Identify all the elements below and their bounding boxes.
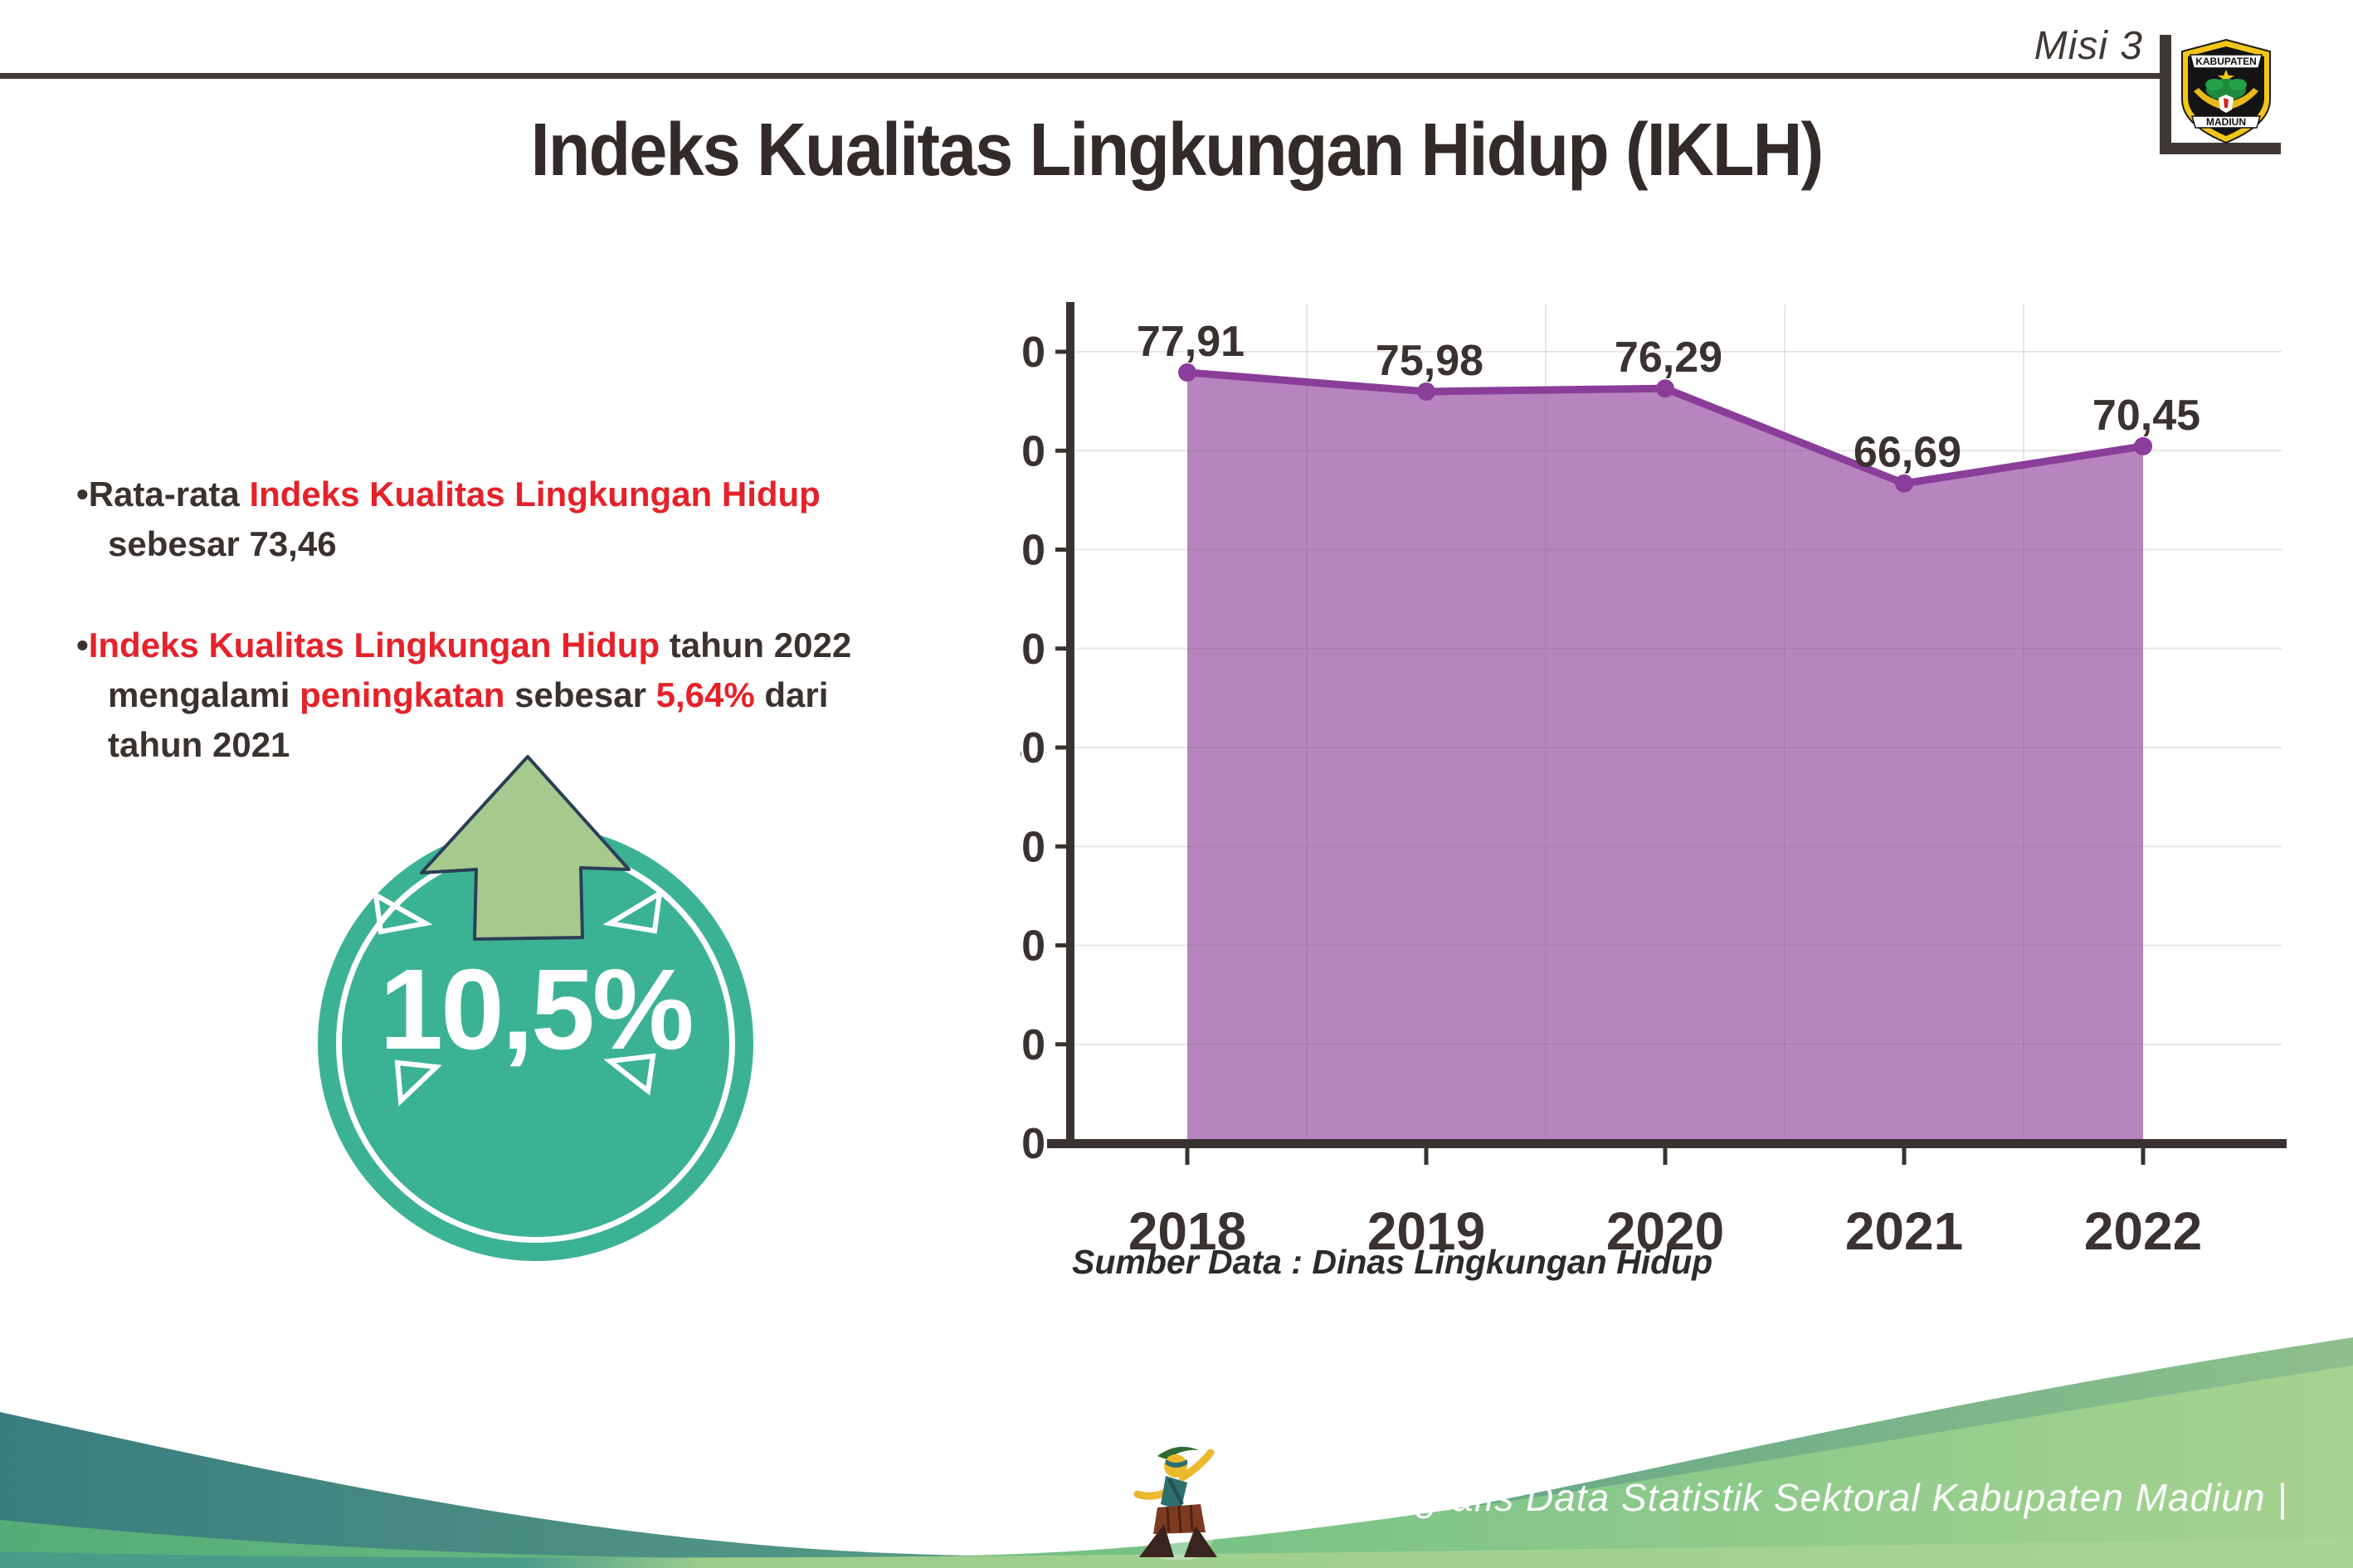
y-tick-label: 60 [1021, 527, 1045, 575]
data-point-label: 66,69 [1854, 429, 1961, 477]
x-axis-line [1047, 1139, 2287, 1148]
data-point [1656, 379, 1674, 398]
y-tick [1055, 646, 1066, 651]
x-tick [1185, 1148, 1190, 1165]
data-point-label: 77,91 [1137, 318, 1245, 366]
logo-top-text: KABUPATEN [2195, 56, 2257, 67]
y-tick [1055, 548, 1066, 552]
footer-credit: Media Infografis Data Statistik Sektoral… [1230, 1476, 2288, 1519]
y-tick [1055, 1042, 1066, 1047]
increase-percentage: 10,5% [379, 946, 694, 1074]
page-title: Indeks Kualitas Lingkungan Hidup (IKLH) [530, 109, 1824, 192]
footer-wave-art [0, 1337, 2353, 1568]
green-wave [0, 1366, 2353, 1568]
key-findings-text: •Rata-rata Indeks Kualitas Lingkungan Hi… [76, 470, 902, 821]
iklh-area-chart: 0 10 20 30 40 50 60 70 80 2018 2019 2020 2021 2022 77,… [1021, 302, 2287, 1261]
header-rule [0, 73, 2165, 79]
y-tick-label: 80 [1021, 329, 1045, 377]
y-tick-label: 30 [1021, 823, 1045, 871]
x-tick [1902, 1148, 1907, 1165]
x-tick-label: 2020 [1606, 1201, 1724, 1261]
x-tick [2141, 1148, 2146, 1165]
data-point [2134, 436, 2152, 455]
dancer-mascot-icon [1133, 1446, 1223, 1560]
x-tick [1663, 1148, 1668, 1165]
y-tick [1055, 844, 1066, 849]
y-tick-label: 10 [1021, 1021, 1045, 1069]
up-arrow-icon [420, 755, 631, 941]
logo-bracket-horizontal [2160, 143, 2281, 154]
x-tick-label: 2022 [2084, 1201, 2202, 1261]
misi-label: Misi 3 [2034, 24, 2143, 68]
y-tick-label: 40 [1021, 724, 1045, 772]
logo-bottom-text: MADIUN [2206, 116, 2246, 128]
y-tick-label: 50 [1021, 626, 1045, 674]
x-tick-label: 2021 [1845, 1201, 1963, 1261]
y-tick [1055, 943, 1066, 947]
bullet-item-1: •Rata-rata Indeks Kualitas Lingkungan Hi… [76, 475, 821, 563]
data-point [1895, 474, 1913, 493]
badge-spark-triangles [373, 889, 663, 1107]
data-point [1178, 363, 1196, 382]
x-tick-label: 2018 [1128, 1201, 1246, 1261]
data-point-label: 75,98 [1376, 337, 1483, 385]
bullet-item-2: •Indeks Kualitas Lingkungan Hidup tahun … [76, 626, 852, 764]
kabupaten-madiun-logo-icon: KABUPATEN MADIUN [2181, 38, 2271, 144]
data-point [1417, 382, 1435, 401]
y-axis-line [1066, 302, 1074, 1148]
x-tick [1424, 1148, 1429, 1165]
y-tick [1055, 448, 1066, 453]
source-note: Sumber Data : Dinas Lingkungan Hidup [1072, 1243, 1713, 1281]
x-tick-label: 2019 [1367, 1201, 1485, 1261]
y-tick-label: 20 [1021, 923, 1045, 971]
bottom-strip-wave [0, 1538, 2353, 1568]
area-fill [1187, 372, 2143, 1144]
y-tick [1055, 1141, 1066, 1146]
y-tick-label: 0 [1021, 1120, 1045, 1168]
y-tick [1055, 349, 1066, 354]
y-tick-label: 70 [1021, 427, 1045, 475]
data-point-label: 70,45 [2092, 392, 2200, 440]
y-tick [1055, 745, 1066, 750]
logo-bracket-vertical [2160, 35, 2171, 154]
data-point-label: 76,29 [1615, 334, 1722, 382]
